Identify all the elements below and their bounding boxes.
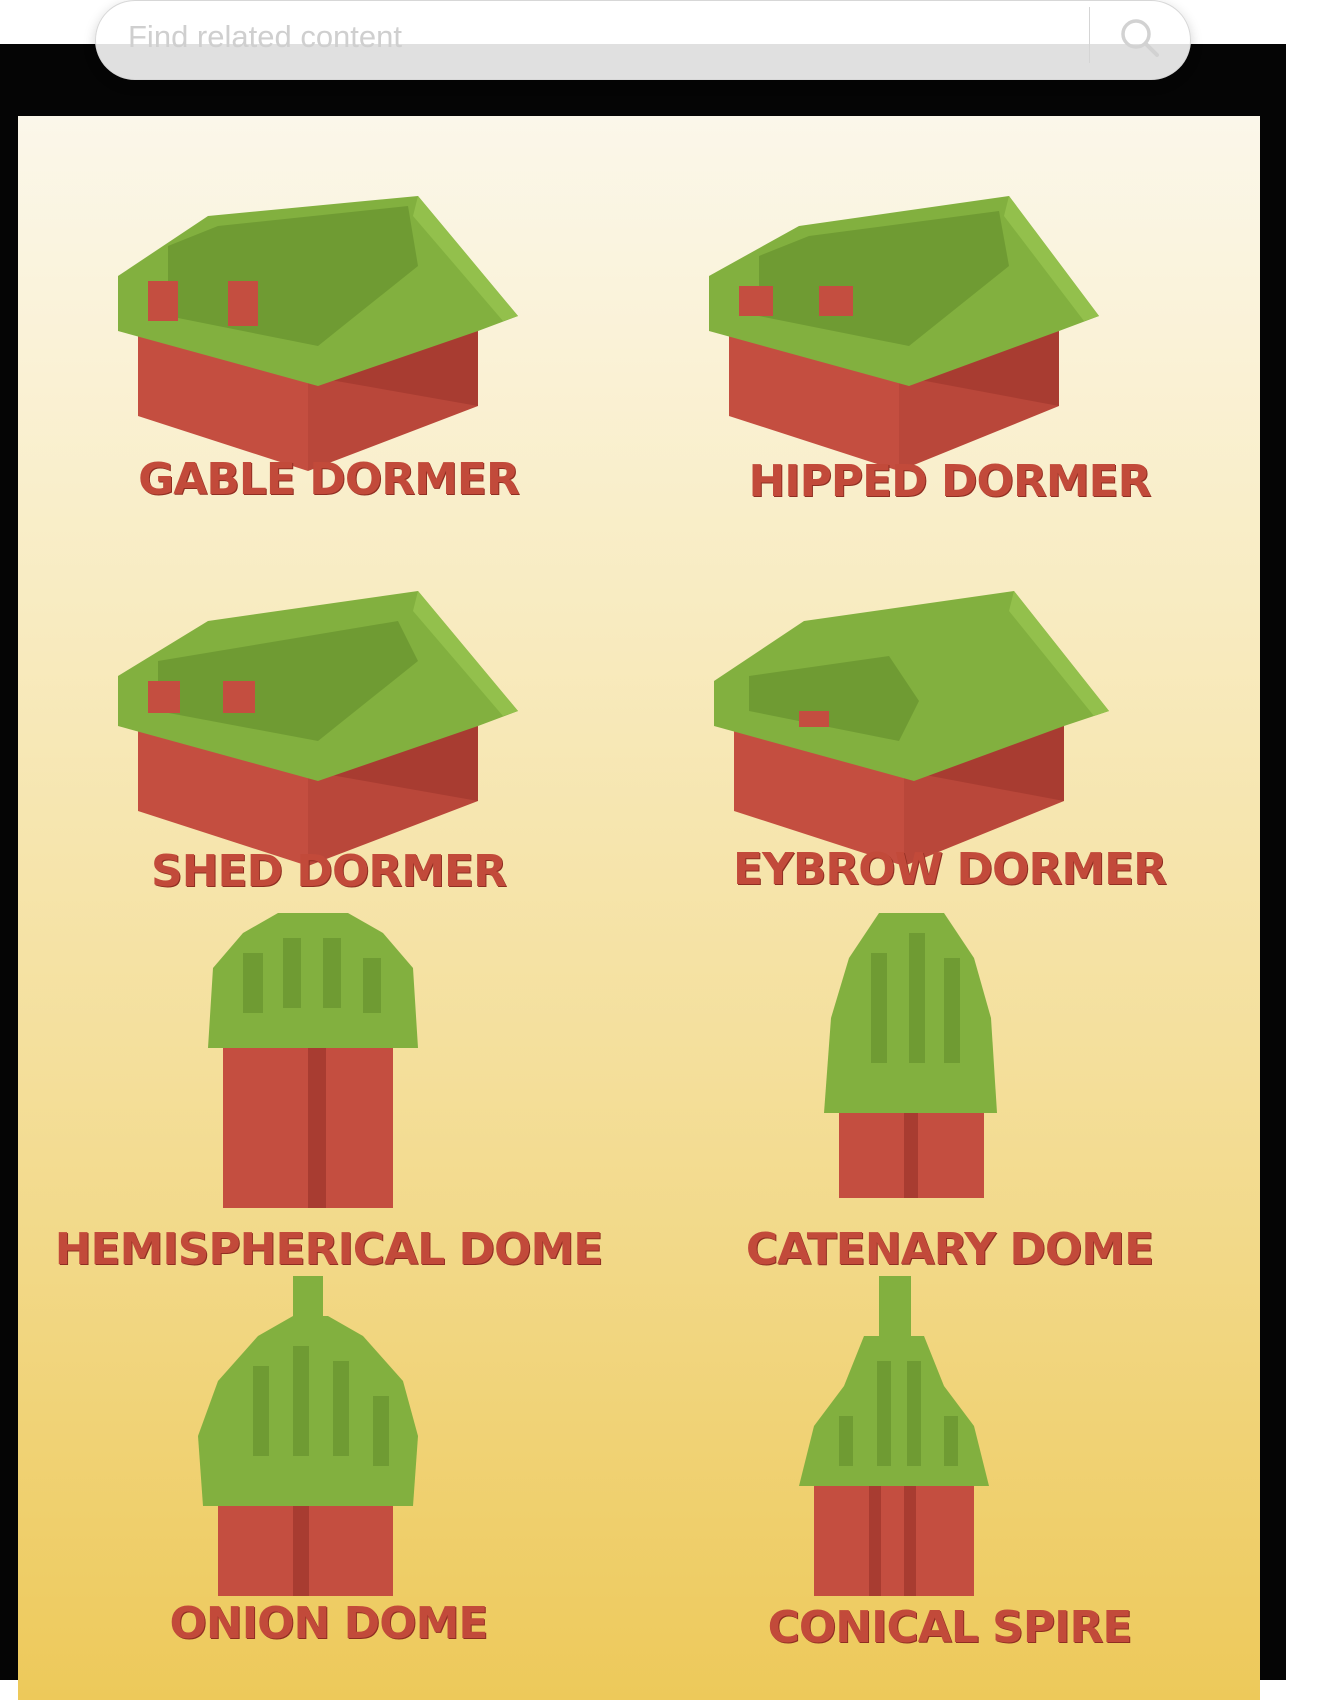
caption-gable-dormer: GABLE DORMER [138, 454, 520, 505]
caption-onion-dome: ONION DOME [169, 1598, 489, 1649]
poster-item-shed-dormer: SHED DORMER [18, 511, 639, 911]
poster-item-hipped-dormer: HIPPED DORMER [639, 116, 1260, 516]
gable-dormer-model [118, 196, 518, 471]
caption-hemispherical-dome: HEMISPHERICAL DOME [54, 1224, 604, 1275]
hipped-dormer-model [709, 196, 1099, 471]
poster-item-hemispherical-dome: HEMISPHERICAL DOME [18, 898, 639, 1298]
poster-item-onion-dome: ONION DOME [18, 1276, 639, 1696]
poster-item-eybrow-dormer: EYBROW DORMER [639, 511, 1260, 911]
poster-item-conical-spire: CONICAL SPIRE [639, 1276, 1260, 1696]
search-bar [95, 0, 1191, 80]
caption-eybrow-dormer: EYBROW DORMER [732, 844, 1167, 895]
search-button[interactable] [1099, 5, 1179, 69]
image-frame: GABLE DORMER HIPPED DORMER [0, 44, 1286, 1700]
caption-hipped-dormer: HIPPED DORMER [748, 456, 1151, 507]
shed-dormer-model [118, 591, 518, 866]
caption-catenary-dome: CATENARY DOME [745, 1224, 1154, 1275]
caption-conical-spire: CONICAL SPIRE [767, 1602, 1133, 1653]
search-divider [1089, 7, 1090, 63]
poster-item-gable-dormer: GABLE DORMER [18, 116, 639, 516]
onion-dome-model [198, 1276, 418, 1596]
search-icon [1121, 19, 1159, 57]
roof-styles-poster: GABLE DORMER HIPPED DORMER [18, 116, 1260, 1700]
eybrow-dormer-model [714, 591, 1109, 866]
poster-item-catenary-dome: CATENARY DOME [639, 898, 1260, 1298]
conical-spire-model [799, 1276, 989, 1596]
catenary-dome-model [824, 913, 997, 1198]
poster-grid: GABLE DORMER HIPPED DORMER [18, 116, 1260, 1700]
search-input[interactable] [126, 19, 1080, 55]
hemispherical-dome-model [208, 913, 418, 1208]
caption-shed-dormer: SHED DORMER [151, 846, 507, 897]
